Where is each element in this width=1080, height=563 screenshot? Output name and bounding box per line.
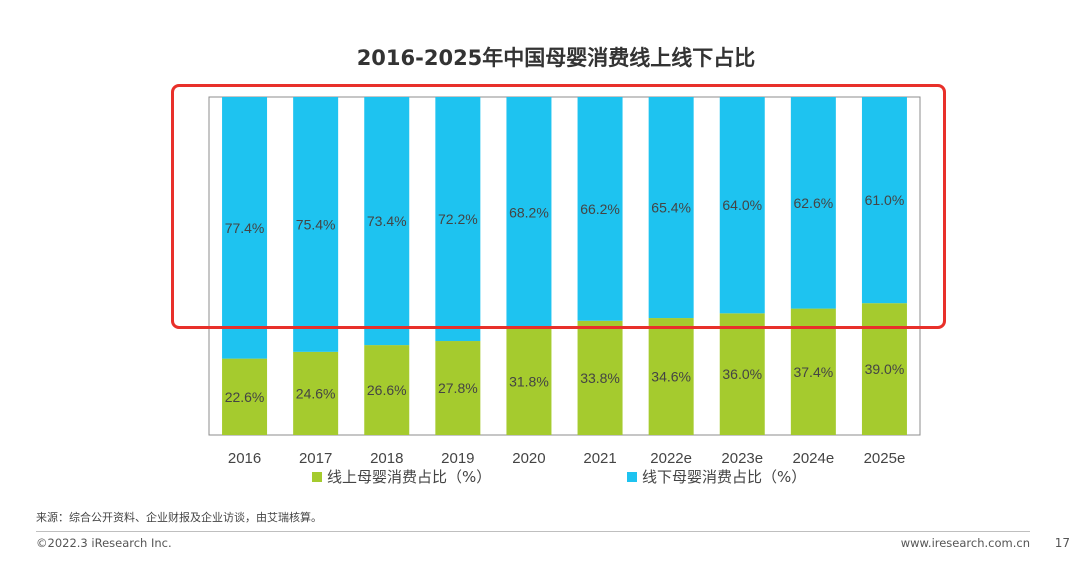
label-online-2018: 26.6% — [367, 382, 407, 398]
chart-title: 2016-2025年中国母婴消费线上线下占比 — [356, 46, 756, 70]
bar-online-2020 — [506, 327, 552, 435]
x-tick-2025e: 2025e — [864, 450, 906, 467]
value-labels-group: 22.6% 77.4% 24.6% 75.4% 26.6% 73.4% 27.8% 72.2%… — [225, 192, 905, 405]
bar-online-2016 — [222, 358, 268, 435]
label-online-2021: 33.8% — [580, 370, 620, 386]
bar-offline-2024e — [790, 97, 836, 309]
label-online-2017: 24.6% — [296, 385, 336, 401]
legend-label-online: 线上母婴消费占比（%） — [327, 468, 492, 486]
x-tick-2022e: 2022e — [650, 450, 692, 467]
x-tick-2018: 2018 — [370, 450, 403, 467]
plot-frame — [208, 96, 921, 436]
x-tick-2019: 2019 — [441, 450, 474, 467]
label-offline-2023e: 64.0% — [722, 197, 762, 213]
bar-online-2021 — [577, 320, 623, 435]
bar-online-2019 — [435, 341, 481, 435]
label-offline-2021: 66.2% — [580, 201, 620, 217]
bar-offline-2022e — [648, 97, 694, 319]
bar-offline-2021 — [577, 97, 623, 321]
bar-online-2022e — [648, 318, 694, 435]
bar-offline-2017 — [293, 97, 339, 352]
legend-item-offline: 线下母婴消费占比（%） — [627, 466, 806, 487]
bar-offline-2020 — [506, 97, 552, 328]
label-offline-2018: 73.4% — [367, 213, 407, 229]
page-number: 17 — [1054, 536, 1070, 550]
label-online-2024e: 37.4% — [793, 364, 833, 380]
label-offline-2024e: 62.6% — [793, 195, 833, 211]
x-tick-2021: 2021 — [583, 450, 616, 467]
label-offline-2016: 77.4% — [225, 220, 265, 236]
label-offline-2019: 72.2% — [438, 211, 478, 227]
footer-divider — [36, 531, 1030, 532]
label-online-2023e: 36.0% — [722, 366, 762, 382]
label-offline-2017: 75.4% — [296, 216, 336, 232]
label-offline-2022e: 65.4% — [651, 200, 691, 216]
label-online-2020: 31.8% — [509, 373, 549, 389]
stacked-bar-chart: 22.6% 77.4% 24.6% 75.4% 26.6% 73.4% 27.8% 72.2%… — [208, 96, 921, 467]
legend: 线上母婴消费占比（%） 线下母婴消费占比（%） — [0, 466, 1080, 486]
bar-offline-2018 — [364, 97, 410, 346]
legend-label-offline: 线下母婴消费占比（%） — [642, 468, 807, 486]
label-offline-2025e: 61.0% — [865, 192, 905, 208]
label-online-2016: 22.6% — [225, 389, 265, 405]
bar-online-2017 — [293, 351, 339, 435]
x-tick-2020: 2020 — [512, 450, 545, 467]
bar-offline-2023e — [719, 97, 765, 314]
legend-swatch-online — [312, 471, 322, 482]
label-online-2019: 27.8% — [438, 380, 478, 396]
bar-online-2024e — [790, 308, 836, 435]
x-tick-2024e: 2024e — [792, 450, 834, 467]
bar-offline-2025e — [861, 97, 907, 304]
label-online-2022e: 34.6% — [651, 369, 691, 385]
bar-offline-2016 — [222, 97, 268, 359]
label-online-2025e: 39.0% — [865, 361, 905, 377]
x-tick-2023e: 2023e — [721, 450, 763, 467]
x-tick-labels-group: 2016 2017 2018 2019 2020 2021 2022e 2023e 2024e 2… — [228, 450, 905, 467]
highlight-box — [171, 84, 946, 329]
source-note: 来源：综合公开资料、企业财报及企业访谈，由艾瑞核算。 — [36, 511, 322, 524]
bar-online-2025e — [861, 303, 907, 435]
bar-offline-2019 — [435, 97, 481, 342]
x-tick-2017: 2017 — [299, 450, 332, 467]
copyright: ©2022.3 iResearch Inc. — [36, 536, 172, 550]
legend-swatch-offline — [627, 471, 637, 482]
website-link[interactable]: www.iresearch.com.cn — [900, 536, 1030, 550]
x-tick-2016: 2016 — [228, 450, 261, 467]
bar-online-2018 — [364, 345, 410, 435]
label-offline-2020: 68.2% — [509, 204, 549, 220]
bar-online-2023e — [719, 313, 765, 435]
legend-item-online: 线上母婴消费占比（%） — [312, 466, 491, 487]
bars-group — [222, 97, 907, 435]
